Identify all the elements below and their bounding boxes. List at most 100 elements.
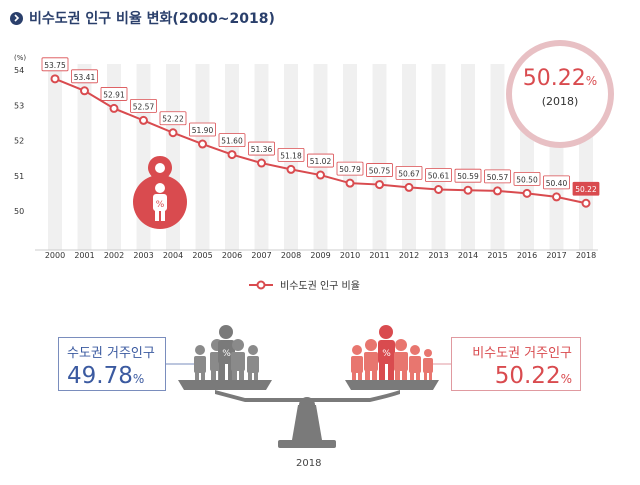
noncapital-value: 50.22%: [494, 363, 572, 389]
data-point: [522, 188, 532, 198]
x-tick-label: 2013: [428, 251, 448, 260]
x-tick-label: 2004: [163, 251, 183, 260]
data-point: [552, 192, 561, 202]
chevron-right-icon: [10, 11, 23, 25]
data-label: 53.41: [74, 73, 96, 82]
y-tick-label: 50: [14, 207, 24, 216]
x-tick-label: 2006: [222, 251, 242, 260]
data-label-box: [425, 168, 452, 182]
data-label-box: [277, 148, 305, 162]
legend-line-marker-icon: [249, 280, 273, 289]
data-label: 50.75: [369, 167, 391, 176]
grid-column: [343, 64, 357, 250]
grid-column: [77, 64, 92, 250]
x-tick-label: 2010: [340, 251, 360, 260]
y-tick-label: 53: [14, 101, 24, 110]
x-tick-label: 2014: [458, 251, 478, 260]
y-tick-label: 54: [14, 66, 24, 75]
data-label: 52.22: [162, 115, 184, 124]
data-point: [463, 185, 473, 195]
data-point: [581, 198, 591, 208]
data-label-box: [100, 87, 128, 101]
callout-year: (2018): [541, 95, 579, 108]
grid-column: [372, 64, 387, 250]
data-label: 50.67: [398, 169, 420, 178]
x-tick-label: 2005: [192, 251, 212, 260]
data-label-box: [189, 122, 216, 137]
grid-column: [402, 64, 416, 250]
data-label: 53.75: [44, 61, 66, 70]
x-tick-label: 2003: [133, 251, 153, 260]
x-tick-label: 2000: [45, 251, 65, 260]
data-label-box: [454, 168, 482, 183]
data-label: 51.36: [251, 145, 273, 154]
person-pin-icon: %: [133, 156, 187, 229]
noncapital-population-box: 비수도권 거주인구 50.22%: [451, 337, 581, 391]
data-label: 50.79: [339, 165, 361, 174]
x-tick-label: 2008: [281, 251, 301, 260]
data-label: 51.60: [221, 137, 243, 146]
y-axis-unit: (%): [14, 54, 26, 62]
data-label: 51.02: [310, 157, 332, 166]
data-point: [345, 178, 355, 188]
noncapital-caption: 비수도권 거주인구: [472, 346, 572, 361]
capital-people-icon: %: [194, 325, 259, 380]
x-tick-label: 2017: [546, 251, 566, 260]
capital-caption: 수도권 거주인구: [67, 346, 155, 361]
data-label-box: [248, 141, 275, 156]
data-label-box: [71, 69, 98, 84]
data-label-box: [218, 133, 246, 148]
data-point: [139, 115, 148, 125]
data-label: 50.59: [457, 172, 479, 181]
data-label-box: [543, 175, 570, 190]
x-tick-label: 2007: [251, 251, 271, 260]
grid-column: [461, 64, 475, 250]
data-label: 52.57: [133, 102, 155, 111]
data-label-box: [572, 181, 600, 196]
x-tick-label: 2002: [104, 251, 124, 260]
data-label: 51.18: [280, 151, 302, 160]
data-label-box: [307, 153, 334, 168]
data-point: [227, 150, 237, 160]
data-label-box: [366, 163, 393, 177]
data-label: 50.61: [428, 171, 450, 180]
x-tick-label: 2009: [310, 251, 330, 260]
data-label: 52.91: [103, 90, 125, 99]
data-label-box: [395, 165, 423, 180]
y-tick-label: 52: [14, 137, 24, 146]
data-point: [168, 128, 178, 138]
data-point: [404, 182, 414, 192]
data-point: [316, 170, 325, 180]
grid-column: [48, 64, 62, 250]
pin-percent-text: %: [156, 200, 165, 210]
data-label-box: [484, 169, 511, 184]
data-point: [434, 184, 443, 194]
capital-figure-percent: %: [222, 349, 231, 359]
x-tick-label: 2001: [74, 251, 94, 260]
grid-column: [254, 64, 269, 250]
data-point: [198, 139, 207, 149]
x-tick-label: 2015: [487, 251, 507, 260]
chart-title: 비수도권 인구 비율 변화(2000~2018): [29, 11, 275, 27]
legend-label: 비수도권 인구 비율: [280, 281, 360, 292]
data-label: 51.90: [192, 126, 214, 135]
capital-population-box: 수도권 거주인구 49.78%: [58, 337, 166, 391]
noncapital-people-icon: %: [351, 325, 433, 380]
data-label: 50.40: [546, 179, 568, 188]
x-tick-label: 2011: [369, 251, 389, 260]
grid-column: [195, 64, 210, 250]
callout-value: 50.22%: [522, 66, 598, 91]
scale-year: 2018: [296, 458, 322, 469]
data-point: [80, 86, 89, 96]
data-label-box: [513, 171, 541, 186]
chart-title-row: 비수도권 인구 비율 변화(2000~2018): [10, 8, 275, 28]
data-label-box: [159, 111, 187, 126]
grid-column: [490, 64, 505, 250]
data-label: 50.22: [575, 185, 597, 194]
data-point: [493, 186, 502, 196]
x-tick-label: 2016: [517, 251, 537, 260]
data-label-box: [130, 99, 157, 113]
noncapital-figure-percent: %: [382, 349, 391, 359]
grid-column: [431, 64, 446, 250]
highlight-callout: 50.22% (2018): [506, 40, 614, 148]
